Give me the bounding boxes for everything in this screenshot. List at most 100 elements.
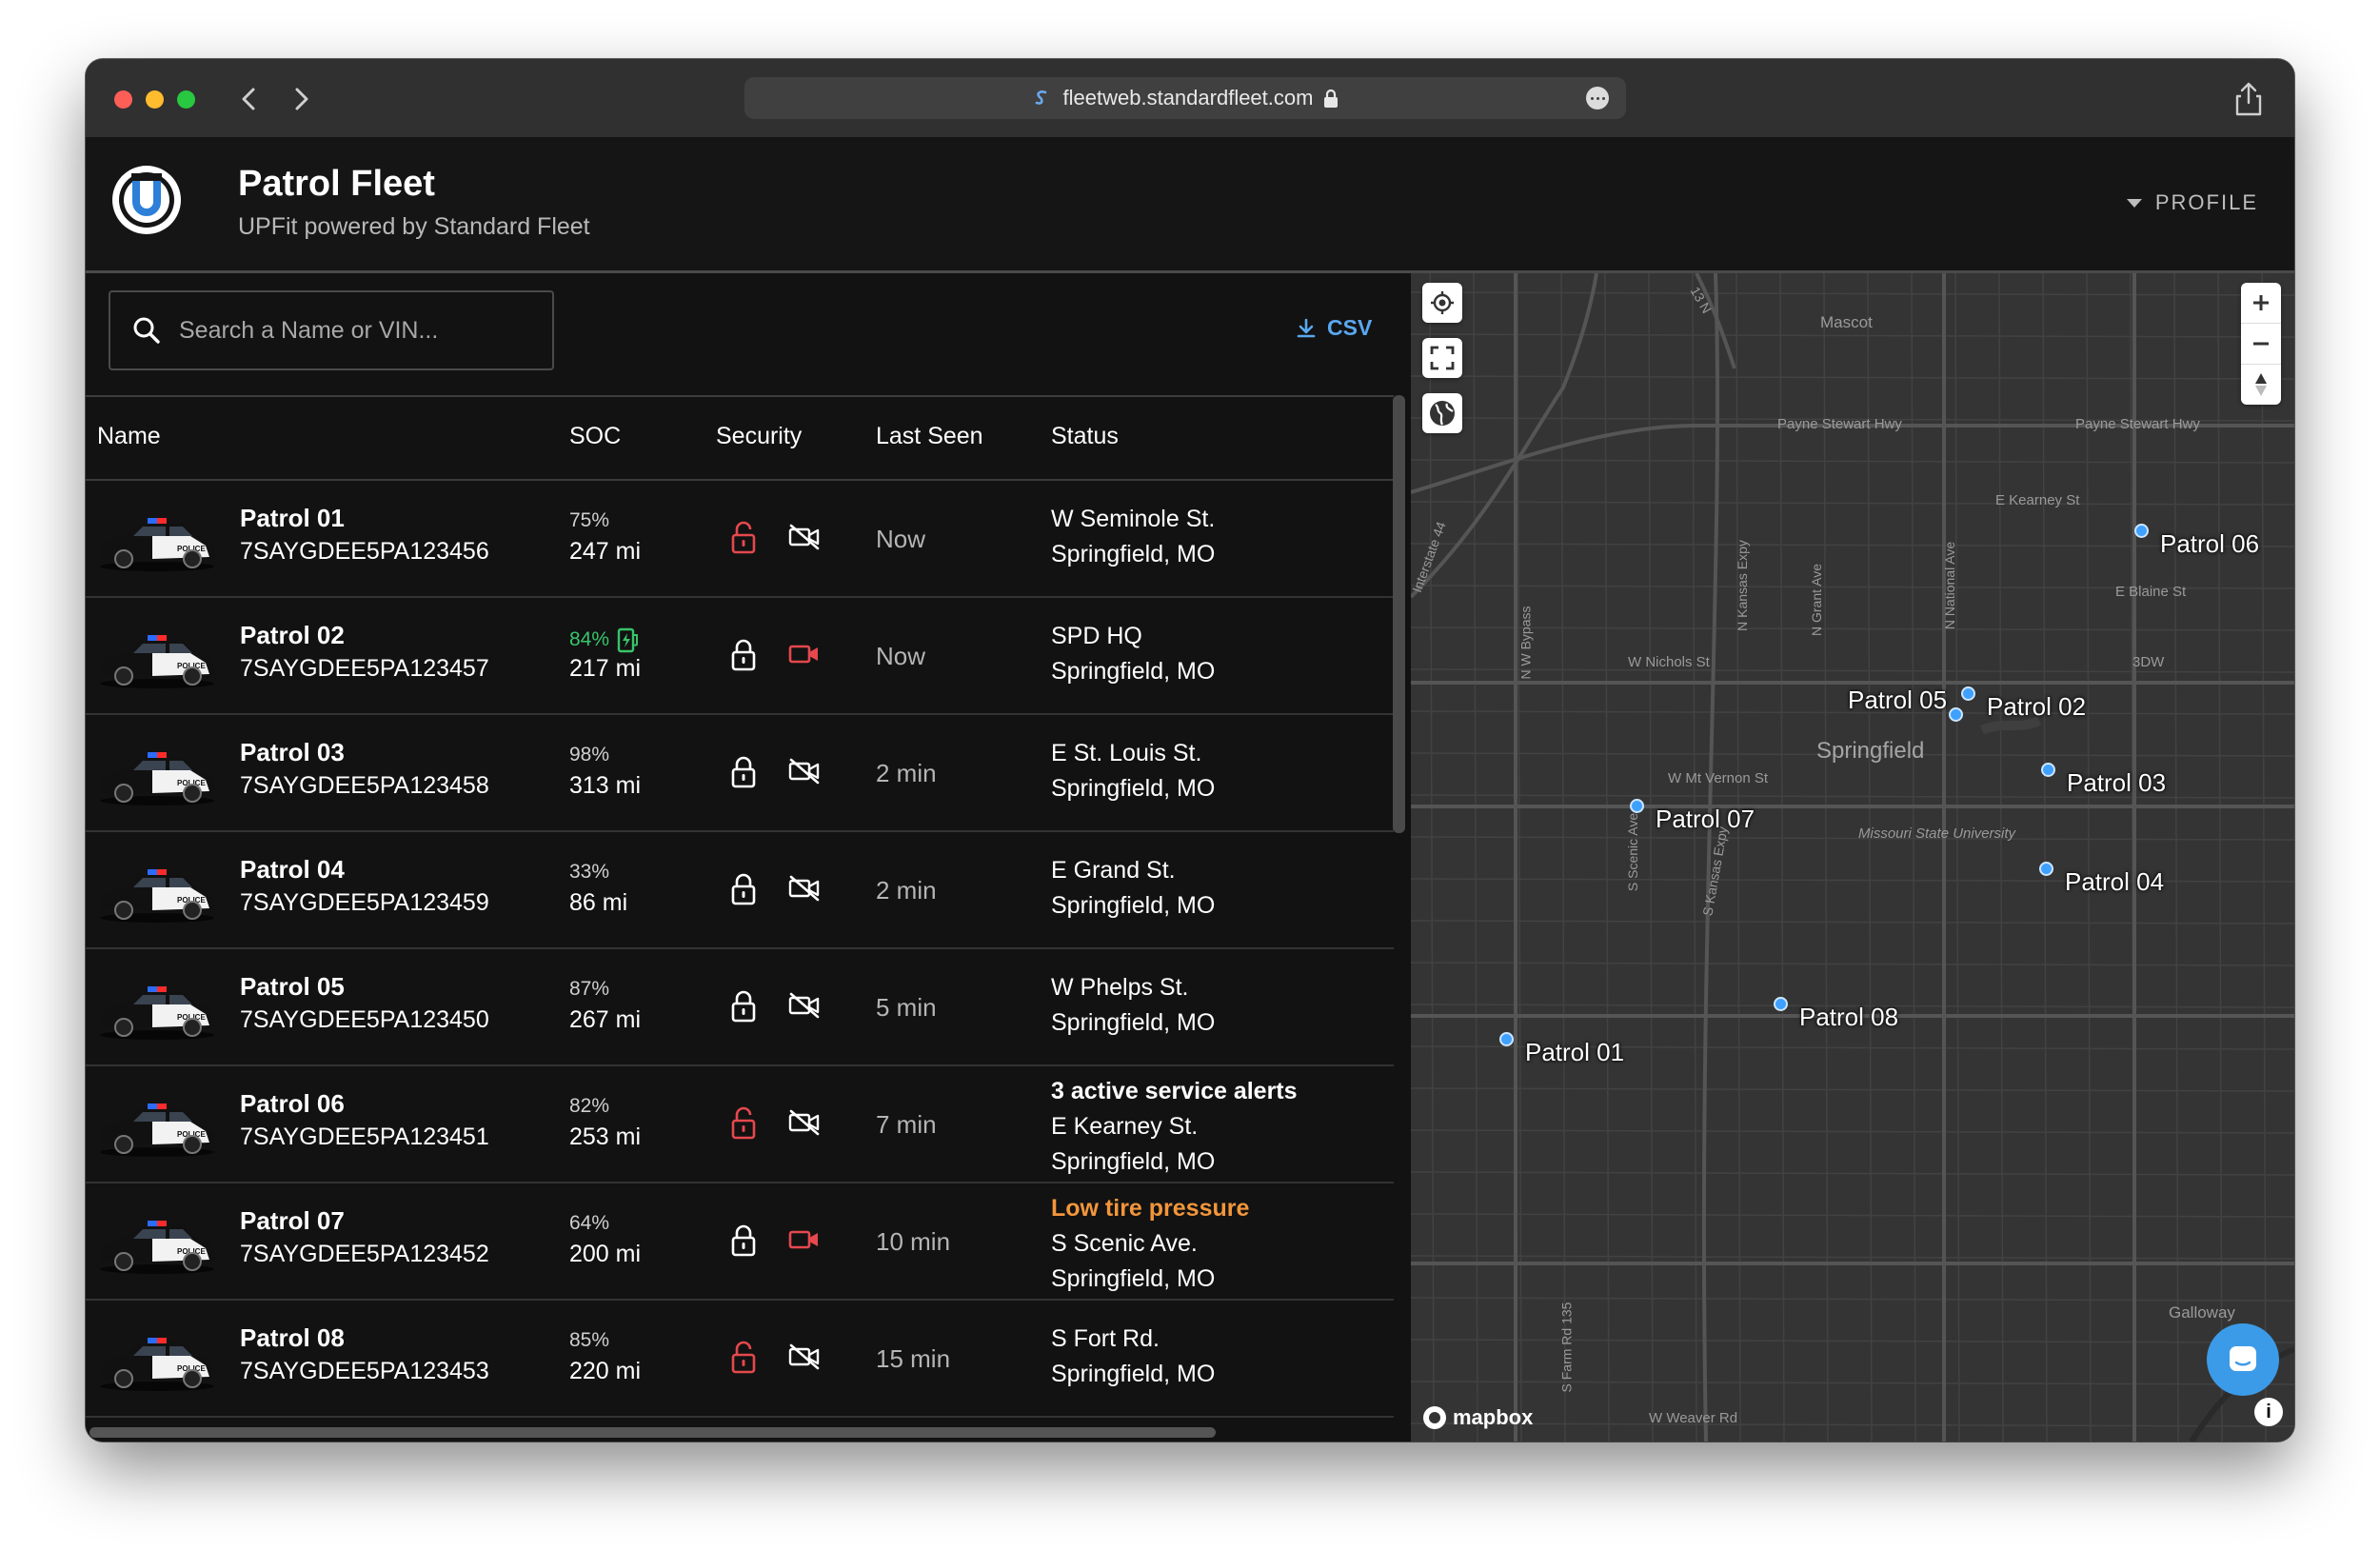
map-label-springfield: Springfield [1816,738,1925,764]
more-options-icon[interactable] [1586,87,1609,109]
column-header-status[interactable]: Status [1051,423,1119,449]
soc-percent: 33% [569,861,609,884]
soc-value: 84% [569,628,610,650]
table-row[interactable]: POLICE Patrol 05 7SAYGDEE5PA123450 87% 2… [86,949,1394,1066]
map-marker-patrol-02[interactable]: Patrol 02 [1961,666,2086,722]
table-row[interactable]: POLICE Patrol 02 7SAYGDEE5PA123457 84% 2… [86,598,1394,715]
share-icon[interactable] [2231,80,2266,118]
vehicle-pin [1949,707,1964,722]
forward-icon[interactable] [282,80,320,118]
vehicle-range: 200 mi [569,1241,642,1267]
svg-text:POLICE: POLICE [177,779,206,787]
map-label-nichols: W Nichols St [1628,654,1710,670]
camera-off-icon[interactable] [788,874,821,903]
map-marker-patrol-04[interactable]: Patrol 04 [2039,841,2164,897]
column-header-name[interactable]: Name [97,423,161,449]
compass-button[interactable] [2241,364,2281,405]
column-header-soc[interactable]: SOC [569,423,622,449]
camera-recording-icon[interactable] [788,1225,821,1254]
vehicle-pin [1499,1032,1514,1046]
vehicle-pin [1774,997,1788,1011]
svg-text:POLICE: POLICE [177,545,206,553]
camera-off-icon[interactable] [788,1108,821,1137]
camera-off-icon[interactable] [788,1342,821,1371]
site-icon [1035,90,1046,105]
map-marker-patrol-01[interactable]: Patrol 01 [1499,1011,1624,1067]
locked-icon[interactable] [729,872,758,906]
column-header-last-seen[interactable]: Last Seen [876,423,983,449]
vehicle-status: E St. Louis St. Springfield, MO [1051,736,1215,806]
map-view[interactable]: Mascot Payne Stewart Hwy Payne Stewart H… [1411,273,2294,1442]
soc-value: 33% [569,861,610,883]
mapbox-label: mapbox [1453,1405,1534,1429]
camera-off-icon[interactable] [788,757,821,785]
address-bar[interactable]: fleetweb.standardfleet.com [744,77,1626,119]
map-label-msu: Missouri State University [1858,825,2016,842]
column-header-security[interactable]: Security [716,423,803,449]
maximize-window-button[interactable] [177,90,195,109]
vertical-scrollbar[interactable] [1393,395,1405,833]
status-alert: 3 active service alerts [1051,1078,1298,1104]
svg-text:POLICE: POLICE [177,1247,206,1256]
search-input[interactable] [177,315,543,346]
svg-text:POLICE: POLICE [177,1130,206,1139]
table-row[interactable]: POLICE Patrol 03 7SAYGDEE5PA123458 98% 3… [86,715,1394,832]
soc-percent: 64% [569,1212,609,1235]
minus-icon [2253,342,2269,346]
map-marker-patrol-06[interactable]: Patrol 06 [2134,503,2259,559]
minimize-window-button[interactable] [146,90,164,109]
mapbox-attribution[interactable]: mapbox [1422,1405,1533,1430]
police-car-icon: POLICE [100,986,215,1040]
table-row[interactable]: POLICE Patrol 04 7SAYGDEE5PA123459 33% 8… [86,832,1394,949]
table-row[interactable]: POLICE Patrol 07 7SAYGDEE5PA123452 64% 2… [86,1183,1394,1301]
unlocked-icon[interactable] [729,521,758,555]
vehicle-status: S Fort Rd. Springfield, MO [1051,1322,1215,1392]
camera-recording-icon[interactable] [788,640,821,668]
police-car-icon: POLICE [100,869,215,923]
vehicle-vin: 7SAYGDEE5PA123450 [240,1006,489,1033]
locked-icon[interactable] [729,638,758,672]
fullscreen-button[interactable] [1422,338,1462,378]
vehicle-name: Patrol 05 [240,972,345,1001]
last-seen: 2 min [876,876,937,905]
unlocked-icon[interactable] [729,1341,758,1375]
info-icon[interactable]: i [2254,1398,2283,1426]
upfit-logo-icon [112,166,181,234]
map-marker-label: Patrol 01 [1525,1038,1625,1066]
table-row[interactable]: POLICE Patrol 01 7SAYGDEE5PA123456 75% 2… [86,481,1394,598]
zoom-in-button[interactable] [2241,283,2281,323]
locked-icon[interactable] [729,1223,758,1258]
close-window-button[interactable] [114,90,132,109]
locate-button[interactable] [1422,283,1462,323]
soc-percent: 84% [569,626,642,653]
locked-icon[interactable] [729,989,758,1024]
map-marker-patrol-03[interactable]: Patrol 03 [2041,742,2166,798]
profile-menu[interactable]: PROFILE [2126,190,2258,215]
horizontal-scrollbar[interactable] [89,1427,1216,1438]
globe-button[interactable] [1422,393,1462,433]
table-row[interactable]: POLICE Patrol 08 7SAYGDEE5PA123453 85% 2… [86,1301,1394,1418]
back-icon[interactable] [230,80,268,118]
status-city: Springfield, MO [1051,1361,1216,1387]
status-city: Springfield, MO [1051,1148,1216,1175]
charging-icon [617,627,639,653]
map-label-nw-bypass: N W Bypass [1517,606,1534,680]
chat-launcher-button[interactable] [2207,1323,2279,1396]
vehicle-status: Low tire pressure S Scenic Ave. Springfiel… [1051,1191,1249,1297]
zoom-out-button[interactable] [2241,323,2281,364]
camera-off-icon[interactable] [788,523,821,551]
unlocked-icon[interactable] [729,1106,758,1141]
table-row[interactable]: POLICE Patrol 06 7SAYGDEE5PA123451 82% 2… [86,1066,1394,1183]
map-marker-patrol-08[interactable]: Patrol 08 [1774,976,1898,1032]
map-marker-patrol-05[interactable]: Patrol 05 [1848,679,1964,722]
zoom-controls [2241,283,2281,405]
camera-off-icon[interactable] [788,991,821,1020]
map-marker-patrol-07[interactable]: Patrol 07 [1630,778,1755,834]
locked-icon[interactable] [729,755,758,789]
search-box[interactable] [109,290,554,370]
map-label-weaver: W Weaver Rd [1649,1410,1738,1426]
csv-export-button[interactable]: CSV [1295,315,1372,341]
csv-label: CSV [1327,315,1373,340]
status-city: Springfield, MO [1051,892,1216,919]
police-car-icon: POLICE [100,1221,215,1274]
